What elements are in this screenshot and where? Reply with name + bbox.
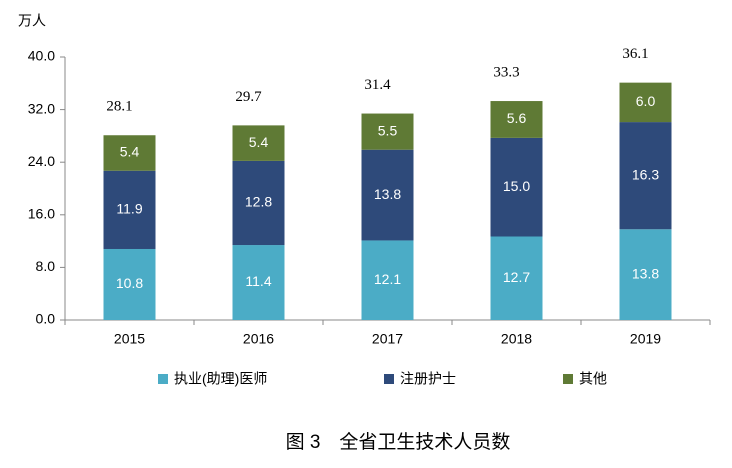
legend-label: 执业(助理)医师 (174, 371, 267, 387)
y-tick-label: 24.0 (28, 153, 55, 169)
data-label: 5.4 (249, 134, 269, 150)
total-label: 33.3 (493, 64, 519, 80)
legend-swatch (384, 374, 394, 384)
y-tick-label: 40.0 (28, 48, 55, 64)
total-label: 36.1 (622, 46, 648, 62)
bar-segment (103, 248, 156, 320)
data-label: 5.6 (507, 110, 527, 126)
bar-segment (490, 137, 543, 237)
bar-segment (490, 101, 543, 138)
total-label: 31.4 (364, 77, 391, 93)
total-label: 28.1 (106, 99, 132, 115)
data-label: 11.9 (116, 201, 142, 217)
y-tick-label: 16.0 (28, 206, 55, 222)
data-label: 13.8 (374, 186, 401, 202)
legend-label: 注册护士 (400, 371, 456, 387)
x-tick-label: 2018 (501, 331, 532, 347)
data-label: 16.3 (632, 166, 659, 182)
y-tick-label: 0.0 (36, 311, 56, 327)
bar-segment (361, 149, 414, 241)
data-label: 10.8 (116, 275, 143, 291)
chart-title: 图 3 全省卫生技术人员数 (286, 431, 511, 453)
data-label: 15.0 (503, 178, 530, 194)
data-label: 11.4 (245, 273, 271, 289)
data-label: 5.5 (378, 122, 398, 138)
legend-swatch (158, 374, 168, 384)
data-label: 12.7 (503, 269, 530, 285)
legend-label: 其他 (579, 371, 607, 387)
data-label: 12.1 (374, 271, 401, 287)
bar-segment (232, 160, 285, 246)
bar-segment (361, 240, 414, 320)
y-tick-label: 32.0 (28, 100, 55, 116)
bar-segment (619, 122, 672, 230)
y-tick-label: 8.0 (36, 258, 56, 274)
bar-segment (232, 245, 285, 320)
data-label: 13.8 (632, 265, 659, 281)
x-tick-label: 2019 (630, 331, 661, 347)
bar-segment (232, 125, 285, 161)
total-label: 29.7 (235, 89, 262, 105)
legend-swatch (563, 374, 573, 384)
bar-segment (619, 229, 672, 320)
data-label: 12.8 (245, 194, 272, 210)
bar-segment (361, 113, 414, 150)
x-tick-label: 2015 (114, 331, 145, 347)
bar-segment (490, 236, 543, 320)
y-axis-label: 万人 (18, 13, 46, 29)
data-label: 6.0 (636, 93, 656, 109)
x-tick-label: 2016 (243, 331, 274, 347)
bar-segment (103, 170, 156, 249)
bar-segment (619, 82, 672, 123)
data-label: 5.4 (120, 144, 140, 160)
bar-segment (103, 135, 156, 171)
x-tick-label: 2017 (372, 331, 403, 347)
